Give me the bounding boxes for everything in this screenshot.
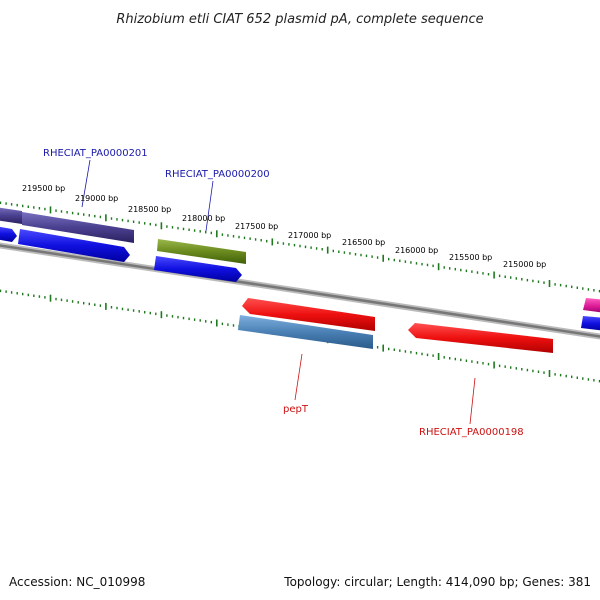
gene-label: RHECIAT_PA0000201 [43, 148, 148, 159]
gene-label: RHECIAT_PA0000200 [165, 169, 270, 180]
gene-feature-olive[interactable] [157, 239, 246, 264]
gene-feature-blue[interactable] [581, 316, 600, 331]
gene-feature-purple[interactable] [0, 207, 22, 224]
gene-feature-red[interactable] [408, 323, 553, 353]
gene-feature-blue[interactable] [18, 229, 130, 262]
label-connector [205, 180, 214, 232]
tick-label: 218000 bp [182, 214, 225, 223]
map-title: Rhizobium etli CIAT 652 plasmid pA, comp… [116, 12, 483, 27]
gene-feature-magenta[interactable] [583, 298, 600, 313]
gene-feature-purple[interactable] [22, 212, 134, 243]
gene-feature-red[interactable] [242, 298, 375, 331]
plasmid-backbone-core [0, 244, 600, 338]
label-connector [469, 377, 476, 425]
tick-label: 215000 bp [503, 260, 546, 269]
tick-label: 217000 bp [288, 231, 331, 240]
gene-feature-steel[interactable] [238, 315, 373, 349]
tick-label: 219000 bp [75, 194, 118, 203]
tick-label: 217500 bp [235, 222, 278, 231]
gene-feature-blue[interactable] [154, 256, 242, 282]
map-summary-text: Topology: circular; Length: 414,090 bp; … [283, 575, 591, 589]
tick-label: 216500 bp [342, 238, 385, 247]
accession-text: Accession: NC_010998 [9, 575, 145, 589]
tick-label: 215500 bp [449, 253, 492, 262]
label-connector [294, 353, 303, 401]
outer-tick-rail [0, 201, 600, 293]
tick-label: 216000 bp [395, 246, 438, 255]
tick-label: 219500 bp [22, 184, 65, 193]
gene-label: pepT [283, 404, 309, 415]
gene-label: RHECIAT_PA0000198 [419, 427, 524, 438]
gene-feature-blue[interactable] [0, 226, 17, 242]
tick-label: 218500 bp [128, 205, 171, 214]
label-connector [81, 159, 91, 208]
